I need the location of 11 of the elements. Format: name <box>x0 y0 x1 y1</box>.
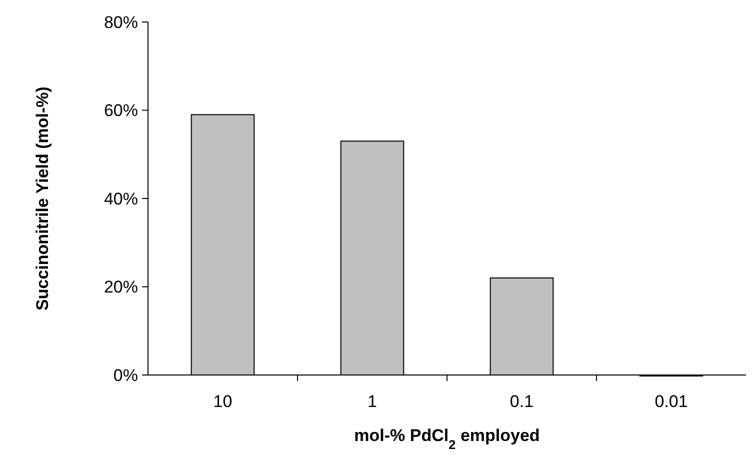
y-axis-title: Succinonitrile Yield (mol-%) <box>33 86 52 310</box>
y-tick-label: 20% <box>104 278 138 297</box>
y-tick-label: 60% <box>104 101 138 120</box>
y-tick-label: 0% <box>113 366 138 385</box>
x-tick-label: 0.01 <box>654 392 688 411</box>
x-tick-label: 1 <box>368 392 377 411</box>
x-tick-label: 0.1 <box>510 392 534 411</box>
x-axis-title: mol-% PdCl$_{2}$ employed <box>354 426 540 452</box>
y-tick-label: 40% <box>104 189 138 208</box>
y-tick-label: 80% <box>104 12 138 32</box>
x-tick-label: 10 <box>213 392 232 411</box>
